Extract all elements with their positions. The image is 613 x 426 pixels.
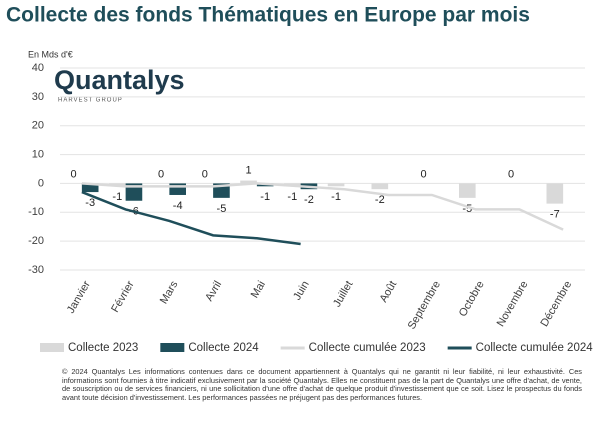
x-tick-label: Novembre bbox=[495, 279, 531, 329]
data-label: -2 bbox=[304, 194, 314, 206]
legend-label: Collecte cumulée 2024 bbox=[476, 342, 594, 354]
bar bbox=[81, 183, 99, 193]
bar bbox=[546, 183, 564, 204]
line bbox=[81, 190, 301, 246]
y-tick-label: -30 bbox=[28, 264, 44, 276]
data-label: -1 bbox=[260, 191, 270, 203]
bar bbox=[125, 183, 143, 201]
data-label: -1 bbox=[331, 191, 341, 203]
legend-swatch bbox=[40, 343, 64, 352]
logo: Quantalys bbox=[54, 65, 185, 95]
disclaimer: © 2024 Quantalys Les informations conten… bbox=[62, 367, 582, 402]
x-tick-label: Septembre bbox=[406, 279, 443, 332]
data-label: -5 bbox=[217, 203, 227, 215]
legend-label: Collecte cumulée 2023 bbox=[309, 342, 426, 354]
y-tick-label: 10 bbox=[32, 148, 44, 160]
data-label: -1 bbox=[287, 191, 297, 203]
data-label: -3 bbox=[85, 197, 95, 209]
x-tick-label: Janvier bbox=[65, 279, 93, 316]
y-tick-label: -20 bbox=[28, 235, 44, 247]
legend-label: Collecte 2023 bbox=[68, 342, 138, 354]
data-label: -2 bbox=[375, 194, 385, 206]
data-label: -5 bbox=[462, 203, 472, 215]
x-tick-label: Août bbox=[378, 279, 400, 305]
x-tick-label: Février bbox=[109, 279, 137, 315]
x-tick-label: Décembre bbox=[538, 279, 574, 329]
x-tick-label: Juin bbox=[291, 279, 311, 302]
data-label: 0 bbox=[508, 168, 514, 180]
line bbox=[81, 182, 564, 231]
bar bbox=[459, 183, 476, 198]
data-label: -1 bbox=[112, 191, 122, 203]
bar bbox=[169, 183, 186, 195]
bar bbox=[371, 183, 389, 190]
data-label: 0 bbox=[71, 168, 77, 180]
x-tick-label: Octobre bbox=[457, 279, 487, 319]
data-label: 0 bbox=[202, 168, 208, 180]
legend-swatch bbox=[160, 343, 185, 352]
y-tick-label: 40 bbox=[32, 62, 44, 74]
x-tick-label: Mars bbox=[158, 279, 181, 307]
data-label: 0 bbox=[421, 168, 427, 180]
x-tick-label: Mai bbox=[249, 279, 268, 300]
bar bbox=[240, 180, 257, 184]
legend-label: Collecte 2024 bbox=[188, 342, 259, 354]
chart: Collecte des fonds Thématiques en Europe… bbox=[6, 4, 594, 354]
chart-title: Collecte des fonds Thématiques en Europe… bbox=[6, 4, 530, 27]
x-tick-label: Juillet bbox=[331, 279, 355, 309]
data-label: -7 bbox=[550, 209, 560, 221]
y-tick-label: 0 bbox=[38, 177, 44, 189]
data-label: 0 bbox=[158, 168, 164, 180]
y-tick-label: 20 bbox=[32, 120, 44, 132]
y-tick-label: 30 bbox=[32, 91, 44, 103]
y-axis-label: En Mds d'€ bbox=[28, 49, 73, 59]
data-label: 1 bbox=[246, 164, 252, 176]
data-label: -4 bbox=[173, 200, 183, 212]
x-tick-label: Avril bbox=[203, 279, 224, 303]
y-tick-label: -10 bbox=[28, 206, 44, 218]
logo-tagline: HARVEST GROUP bbox=[58, 98, 123, 104]
bar bbox=[327, 183, 345, 187]
